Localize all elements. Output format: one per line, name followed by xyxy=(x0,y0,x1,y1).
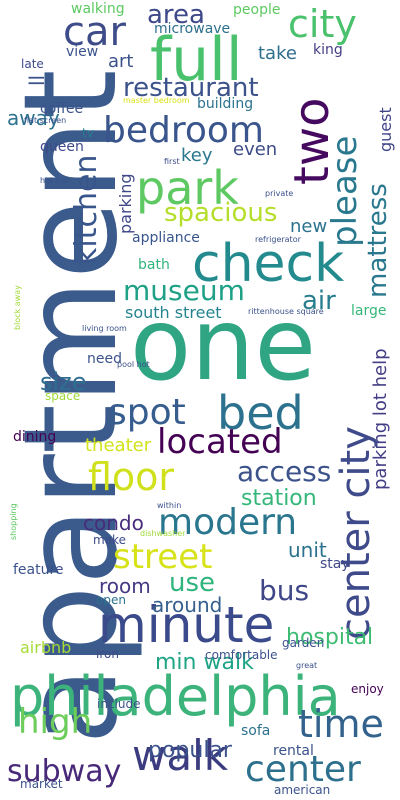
word-bath: bath xyxy=(138,257,170,273)
word-bedroom: bedroom xyxy=(103,110,264,151)
word-time: time xyxy=(298,702,384,746)
word-view: view xyxy=(66,44,99,60)
word-parking: parking xyxy=(116,173,135,234)
word-flat-screen: flat screen xyxy=(24,116,67,125)
word-around: around xyxy=(152,593,223,617)
word-ll: ll xyxy=(25,74,49,86)
word-spot: spot xyxy=(108,392,186,433)
word-popular: popular xyxy=(148,738,232,763)
word-mattress: mattress xyxy=(363,183,393,298)
word-spacious: spacious xyxy=(164,198,278,228)
word-use: use xyxy=(169,568,216,598)
word-room: room xyxy=(99,574,151,598)
word-large: large xyxy=(351,303,387,319)
word-key: key xyxy=(181,145,213,166)
word-comfortable: comfortable xyxy=(205,648,278,662)
word-area: area xyxy=(147,0,205,30)
word-theater: theater xyxy=(85,435,152,456)
word-need: need xyxy=(87,351,122,367)
word-air: air xyxy=(302,286,336,316)
word-condo: condo xyxy=(83,511,144,535)
word-kitchen: kitchen xyxy=(69,154,104,265)
word-dining: dining xyxy=(13,429,57,445)
word-guest: guest xyxy=(376,107,395,152)
word-full: full xyxy=(150,25,243,95)
word-bus: bus xyxy=(259,574,310,607)
word-new: new xyxy=(290,216,328,237)
word-appliance: appliance xyxy=(132,230,200,246)
word-subway: subway xyxy=(7,754,122,789)
word-high: high xyxy=(18,702,93,742)
word-museum: museum xyxy=(123,274,245,307)
word-take: take xyxy=(258,43,297,64)
word-park: park xyxy=(136,161,239,215)
word-unit: unit xyxy=(288,538,327,562)
word-rental: rental xyxy=(273,743,314,759)
word-first: first xyxy=(164,157,180,166)
word-min-walk: min walk xyxy=(155,650,254,675)
word-late: late xyxy=(21,57,44,71)
word-please: please xyxy=(325,135,365,247)
word-enjoy: enjoy xyxy=(351,682,384,696)
word-hot-tub: hot tub xyxy=(40,176,69,185)
word-hospital: hospital xyxy=(286,625,374,650)
word-station: station xyxy=(241,486,317,511)
word-philadelphia: philadelphia xyxy=(10,665,341,728)
word-king: king xyxy=(313,42,343,58)
word-dishwasher: dishwasher xyxy=(140,529,186,538)
word-feature: feature xyxy=(13,562,64,578)
word-queen: queen xyxy=(40,139,84,155)
word-restaurant: restaurant xyxy=(123,73,259,103)
word-located: located xyxy=(157,422,283,462)
word-airbnb: airbnb xyxy=(20,638,72,657)
word-master-bedroom: master bedroom xyxy=(123,96,190,105)
word-minute: minute xyxy=(98,596,275,654)
word-city: city xyxy=(288,2,357,46)
word-modern: modern xyxy=(158,502,298,543)
word-walk: walk xyxy=(132,731,229,780)
word-microwave: microwave xyxy=(154,21,231,37)
word-one: one xyxy=(130,286,317,403)
word-art: art xyxy=(108,51,134,72)
word-building: building xyxy=(197,96,254,112)
word-open: open xyxy=(96,593,126,607)
word-people: people xyxy=(233,2,281,18)
word-stay: stay xyxy=(320,556,350,572)
word-american: american xyxy=(274,783,331,797)
word-floor: floor xyxy=(88,455,175,499)
word-pool-hot: pool hot xyxy=(117,360,150,369)
word-block-away: block away xyxy=(13,285,22,330)
word-sofa: sofa xyxy=(241,723,271,739)
word-street: street xyxy=(113,537,213,577)
word-center: center xyxy=(245,749,361,790)
word-include: include xyxy=(97,697,141,711)
word-south-street: south street xyxy=(125,303,222,322)
word-away: away xyxy=(7,106,60,130)
word-iron: iron xyxy=(96,647,119,661)
word-walking: walking xyxy=(71,1,125,17)
word-make: make xyxy=(93,533,126,547)
word-living-room: living room xyxy=(82,324,127,333)
word-bed: bed xyxy=(217,386,304,440)
word-access: access xyxy=(237,455,332,488)
word-car: car xyxy=(63,9,126,55)
word-garden: garden xyxy=(282,636,325,650)
word-refrigerator: refrigerator xyxy=(255,235,301,244)
word-space: space xyxy=(45,389,81,403)
word-tv: tv xyxy=(82,126,94,140)
word-shopping: shopping xyxy=(9,503,18,540)
word-within: within xyxy=(157,501,182,510)
word-rittenhouse-square: rittenhouse square xyxy=(248,307,324,316)
word-market: market xyxy=(20,777,63,791)
word-parking-lot-help: parking lot help xyxy=(370,348,391,490)
word-coffee: coffee xyxy=(40,101,84,117)
word-great: great xyxy=(296,661,318,670)
word-size: size xyxy=(40,368,87,396)
word-even: even xyxy=(233,139,278,160)
word-private: private xyxy=(265,189,294,198)
word-check: check xyxy=(192,234,345,294)
